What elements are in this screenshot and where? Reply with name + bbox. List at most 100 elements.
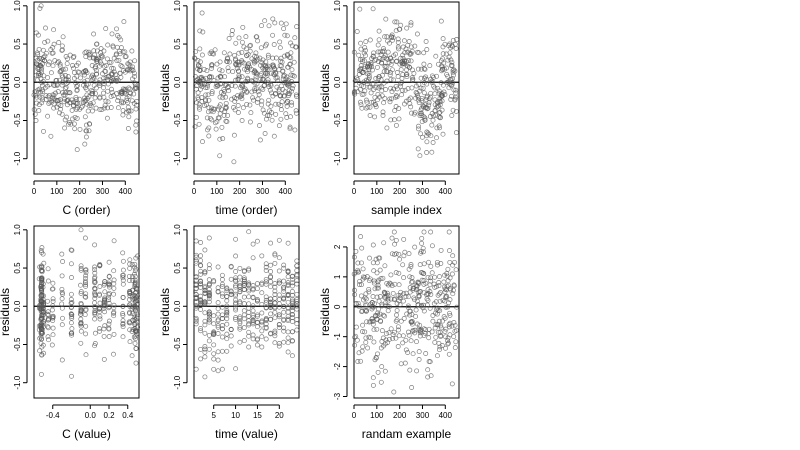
data-point — [246, 282, 252, 287]
data-point — [96, 80, 102, 86]
data-point — [356, 67, 362, 73]
data-point — [117, 70, 123, 76]
data-point — [428, 373, 434, 379]
data-point — [192, 124, 198, 130]
data-point — [65, 77, 71, 83]
data-point — [383, 87, 389, 92]
data-point — [39, 280, 45, 285]
data-point — [111, 268, 117, 274]
data-point — [408, 264, 414, 270]
data-point — [69, 300, 75, 305]
data-point — [38, 334, 44, 340]
data-point — [434, 353, 440, 359]
data-point — [39, 277, 45, 283]
data-point — [282, 73, 287, 78]
data-point — [449, 93, 454, 99]
data-point — [133, 82, 138, 88]
data-point — [209, 91, 215, 97]
data-point — [62, 125, 68, 131]
data-point — [106, 318, 112, 324]
data-point — [382, 294, 388, 300]
data-point — [401, 60, 407, 66]
data-point — [106, 326, 112, 332]
data-point — [404, 311, 410, 317]
data-point — [418, 107, 424, 113]
data-point — [276, 101, 282, 107]
data-point — [105, 99, 111, 105]
data-point — [371, 304, 376, 310]
data-point — [449, 82, 455, 88]
data-point — [251, 70, 257, 76]
data-point — [454, 304, 460, 310]
data-point — [450, 37, 456, 43]
data-point — [224, 286, 230, 292]
y-tick-label: -1.0 — [333, 151, 342, 165]
data-point — [373, 85, 379, 91]
data-point — [84, 92, 90, 98]
data-point — [364, 99, 370, 105]
data-point — [193, 315, 199, 321]
data-point — [217, 153, 223, 159]
data-point — [93, 68, 99, 74]
data-point — [449, 271, 455, 277]
data-point — [101, 282, 107, 288]
data-point — [77, 96, 83, 102]
data-point — [249, 66, 254, 72]
panel-time-value: residuals time (value) 5 10 15 20 -1.0 -0.5 0.… — [158, 224, 300, 441]
data-point — [50, 50, 56, 56]
data-point — [408, 338, 414, 344]
data-point — [232, 107, 238, 113]
data-point — [281, 286, 287, 292]
data-point — [193, 258, 199, 264]
data-point — [222, 74, 228, 80]
data-point — [38, 3, 44, 9]
data-point — [206, 79, 211, 85]
data-point — [202, 354, 208, 360]
data-point — [129, 48, 135, 54]
data-point — [449, 59, 455, 65]
data-point — [83, 291, 89, 297]
data-point — [435, 103, 441, 109]
data-point — [388, 296, 394, 302]
data-point — [254, 238, 260, 244]
data-point — [241, 269, 247, 274]
data-point — [411, 295, 417, 301]
data-point — [198, 75, 204, 81]
data-point — [443, 345, 448, 351]
data-point — [391, 329, 397, 335]
data-point — [120, 303, 126, 309]
data-point — [451, 334, 457, 340]
data-point — [439, 91, 445, 97]
y-tick-label: 0.5 — [333, 38, 342, 50]
data-point — [198, 278, 204, 284]
data-point — [272, 300, 278, 306]
data-point — [384, 78, 390, 84]
data-point — [409, 385, 415, 390]
data-point — [200, 139, 205, 145]
data-point — [127, 304, 133, 310]
data-point — [215, 317, 221, 323]
data-point — [237, 319, 243, 325]
data-point — [398, 81, 403, 87]
data-point — [398, 318, 404, 324]
data-point — [421, 278, 427, 284]
data-point — [35, 66, 41, 72]
data-point — [420, 85, 426, 91]
data-point — [433, 334, 439, 340]
x-tick-label: 400 — [279, 187, 293, 196]
data-point — [45, 325, 51, 331]
data-point — [39, 352, 45, 358]
data-point — [409, 75, 415, 81]
data-point — [406, 332, 412, 338]
data-point — [215, 285, 221, 291]
data-point — [364, 319, 370, 325]
data-point — [367, 37, 373, 43]
data-point — [37, 5, 43, 11]
data-point — [420, 305, 426, 311]
data-point — [45, 278, 51, 284]
data-point — [35, 52, 41, 57]
data-point — [255, 38, 261, 44]
data-point — [127, 261, 133, 267]
data-point — [396, 26, 402, 32]
data-point — [385, 282, 391, 288]
